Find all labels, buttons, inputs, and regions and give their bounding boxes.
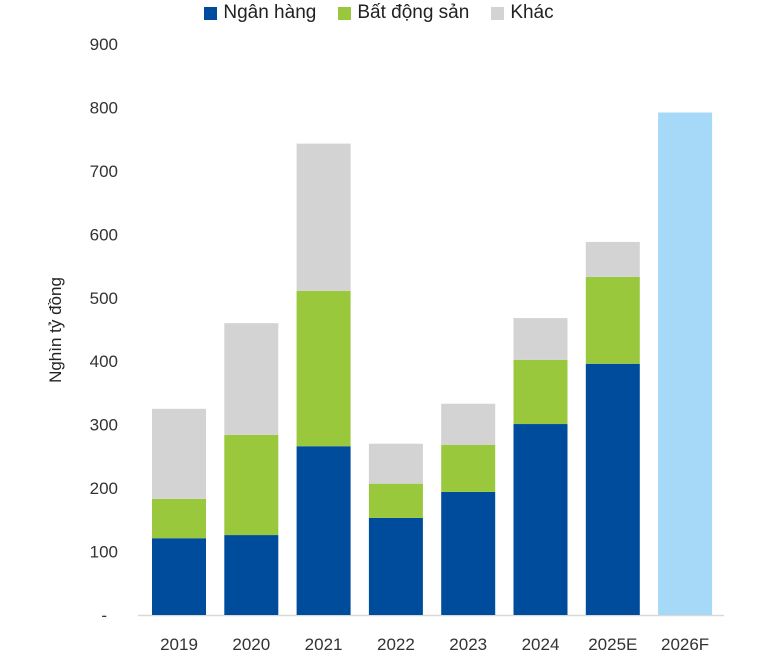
bar-segment — [368, 483, 423, 518]
bar-segment — [152, 538, 206, 615]
legend-label: Khác — [510, 2, 554, 23]
legend-item: Khác — [491, 2, 554, 24]
x-tick-label: 2024 — [522, 635, 560, 654]
bar-segment — [224, 434, 279, 536]
y-tick-label: 900 — [90, 35, 118, 54]
bar-segment — [441, 491, 496, 615]
bar-segment — [513, 424, 568, 615]
bar-segment — [585, 241, 640, 277]
chart-legend: Ngân hàng Bất động sản Khác — [0, 2, 758, 24]
bar-segment — [296, 290, 351, 447]
bar-segment — [441, 444, 496, 492]
x-tick-label: 2020 — [232, 635, 270, 654]
y-tick-label: 100 — [90, 543, 118, 562]
y-tick-label: 700 — [90, 162, 118, 181]
bar-segment — [368, 517, 423, 615]
legend-label: Bất động sản — [357, 2, 470, 23]
bar-segment — [513, 318, 568, 360]
x-tick-label: 2019 — [160, 635, 198, 654]
legend-swatch — [204, 6, 218, 20]
x-tick-label: 2022 — [377, 635, 415, 654]
x-tick-label: 2026F — [661, 635, 709, 654]
x-tick-label: 2023 — [449, 635, 487, 654]
bar-segment — [152, 498, 206, 539]
bar-segment — [224, 323, 279, 435]
legend-item: Bất động sản — [338, 2, 469, 24]
y-tick-label: 500 — [90, 289, 118, 308]
bar-segment — [585, 276, 640, 364]
bar-segment — [152, 408, 206, 499]
legend-label: Ngân hàng — [223, 2, 317, 23]
bar-segment — [368, 443, 423, 484]
bar-segment — [585, 363, 640, 615]
y-tick-label: 400 — [90, 352, 118, 371]
bar-segment — [296, 143, 351, 291]
legend-swatch — [491, 6, 505, 20]
x-tick-label: 2021 — [305, 635, 343, 654]
legend-item: Ngân hàng — [204, 2, 316, 24]
bar-segment — [296, 446, 351, 615]
bar-segment — [513, 359, 568, 425]
y-tick-label: 200 — [90, 479, 118, 498]
legend-swatch — [338, 6, 352, 20]
x-tick-label: 2025E — [588, 635, 637, 654]
bar-segment — [224, 535, 279, 615]
bar-segment — [441, 403, 496, 445]
y-tick-label: 300 — [90, 416, 118, 435]
y-tick-label: - — [101, 606, 107, 625]
y-tick-label: 600 — [90, 225, 118, 244]
y-tick-label: 800 — [90, 98, 118, 117]
bar-forecast — [658, 112, 713, 616]
